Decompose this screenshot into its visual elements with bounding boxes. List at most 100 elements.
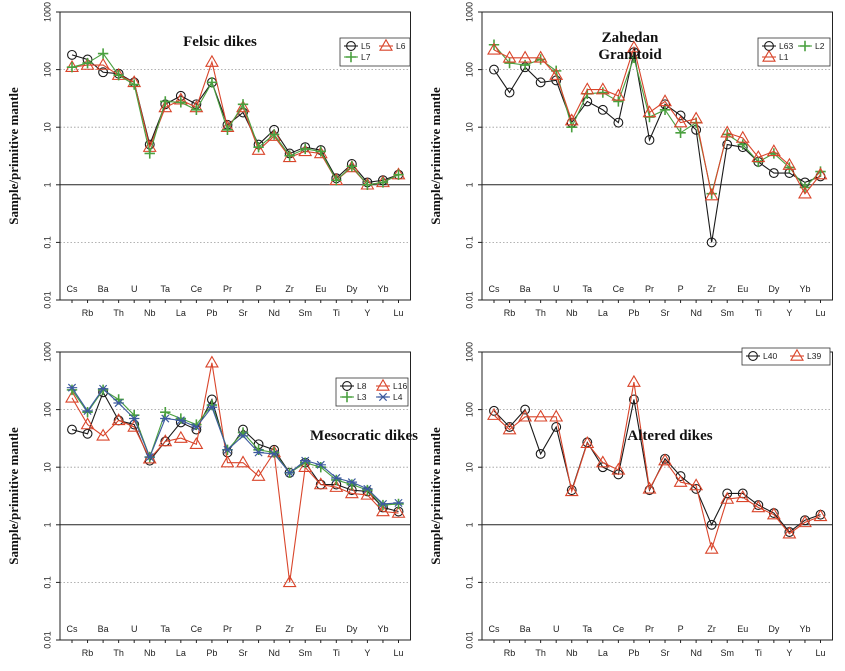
x-tick-label: Lu xyxy=(393,308,403,318)
legend-entry: L3 xyxy=(357,392,367,402)
point-L4-Ta xyxy=(160,414,171,423)
point-L6-Sr xyxy=(236,100,250,113)
legend-marker xyxy=(342,381,352,391)
y-tick-label: 0.01 xyxy=(42,631,52,649)
point-L3-Cs xyxy=(66,384,78,396)
legend-entry: L1 xyxy=(779,52,789,62)
point-L7-Cs xyxy=(66,62,78,73)
x-tick-label: Y xyxy=(364,308,370,318)
x-tick-label: Pr xyxy=(645,284,654,294)
point-L16-Ti xyxy=(329,479,344,492)
point-L3-Lu xyxy=(393,498,404,510)
x-tick-label: Ce xyxy=(613,284,625,294)
legend-entry: L4 xyxy=(393,392,403,402)
point-L16-Pr xyxy=(220,455,235,468)
legend-marker xyxy=(376,378,390,391)
x-tick-label: Zr xyxy=(285,624,294,634)
y-axis-label: Sample/primitive mantle xyxy=(6,87,21,225)
point-L16-Rb xyxy=(80,417,95,430)
y-tick-label: 10 xyxy=(464,462,474,472)
point-L40-Nd xyxy=(691,483,702,494)
x-tick-label: Y xyxy=(786,648,792,658)
plot-frame xyxy=(59,11,411,301)
point-L16-P xyxy=(251,468,266,481)
x-tick-label: Lu xyxy=(393,648,403,658)
x-tick-label: Y xyxy=(786,308,792,318)
legend-marker xyxy=(377,392,389,402)
y-tick-label: 0.1 xyxy=(42,576,52,589)
point-L2-Nb xyxy=(566,122,577,133)
point-L7-Ba xyxy=(97,48,109,59)
x-tick-label: Pb xyxy=(206,648,217,658)
point-L4-U xyxy=(128,414,140,423)
point-L7-Ce xyxy=(191,104,202,116)
point-L16-Eu xyxy=(313,477,328,490)
x-tick-label: Cs xyxy=(67,624,78,634)
point-L4-Th xyxy=(113,398,124,408)
point-L16-Ta xyxy=(158,434,173,447)
point-L1-Ba xyxy=(518,50,533,63)
y-tick-label: 1000 xyxy=(464,2,474,22)
legend-entry: L39 xyxy=(807,351,821,361)
point-L3-Ce xyxy=(191,419,202,430)
point-L16-Y xyxy=(360,487,375,500)
point-L1-Cs xyxy=(487,42,501,55)
point-L7-P xyxy=(253,141,264,153)
x-tick-label: Th xyxy=(113,308,124,318)
x-tick-label: Pr xyxy=(223,284,232,294)
series-line-L1 xyxy=(493,45,821,196)
series-line-L39 xyxy=(493,382,821,552)
y-tick-label: 10 xyxy=(42,462,52,472)
point-L39-Th xyxy=(533,409,548,422)
x-tick-label: U xyxy=(553,624,560,634)
y-tick-label: 10 xyxy=(464,122,474,132)
point-L6-Ta xyxy=(158,100,173,113)
point-L39-Ce xyxy=(611,462,626,475)
point-L1-Sm xyxy=(720,125,735,138)
point-L4-Nd xyxy=(268,449,280,458)
point-L7-Pr xyxy=(222,124,233,136)
point-L16-Dy xyxy=(344,486,359,499)
point-L39-Cs xyxy=(487,407,501,420)
y-tick-label: 0.1 xyxy=(464,236,474,249)
x-tick-label: P xyxy=(256,284,262,294)
point-L39-U xyxy=(549,409,564,422)
x-tick-label: La xyxy=(176,648,186,658)
y-tick-label: 0.1 xyxy=(42,236,52,249)
y-tick-label: 0.01 xyxy=(464,291,474,309)
point-L7-U xyxy=(128,79,140,90)
x-tick-label: Rb xyxy=(504,648,516,658)
x-tick-label: Ta xyxy=(583,624,593,634)
x-tick-label: Th xyxy=(535,308,546,318)
chart-title: Zahedan xyxy=(602,30,659,46)
point-L7-Zr xyxy=(284,150,295,161)
point-L39-P xyxy=(673,474,688,487)
point-L4-Nb xyxy=(144,452,155,462)
legend-entry: L2 xyxy=(815,41,825,51)
x-tick-label: Yb xyxy=(377,284,388,294)
point-L1-Ta xyxy=(580,82,595,95)
point-L4-Ce xyxy=(191,422,202,432)
point-L4-Sm xyxy=(300,456,311,465)
panel-3: 0.01 0.1 1 10 100 1000 Sample/primitive mantle… xyxy=(6,342,418,658)
point-L16-Zr xyxy=(282,575,297,588)
legend-entry: L5 xyxy=(361,41,371,51)
panel-4: 0.01 0.1 1 10 100 1000 Sample/primitive mantle… xyxy=(428,342,833,658)
point-L1-U xyxy=(549,67,564,80)
series-line-L4 xyxy=(71,387,399,505)
x-tick-label: Sm xyxy=(298,308,312,318)
point-L1-Nd xyxy=(689,111,704,124)
point-L63-Cs xyxy=(489,64,499,75)
point-L7-Th xyxy=(113,69,124,81)
point-L39-Pr xyxy=(642,481,657,494)
y-tick-label: 1000 xyxy=(464,342,474,362)
point-L63-P xyxy=(675,110,686,121)
point-L6-Pb xyxy=(204,54,219,67)
point-L7-Lu xyxy=(393,169,404,180)
chart-title: Mesocratic dikes xyxy=(310,428,418,444)
point-L4-La xyxy=(175,416,187,425)
x-tick-label: Ta xyxy=(583,284,593,294)
legend-marker xyxy=(790,348,804,361)
point-L40-U xyxy=(551,421,562,432)
